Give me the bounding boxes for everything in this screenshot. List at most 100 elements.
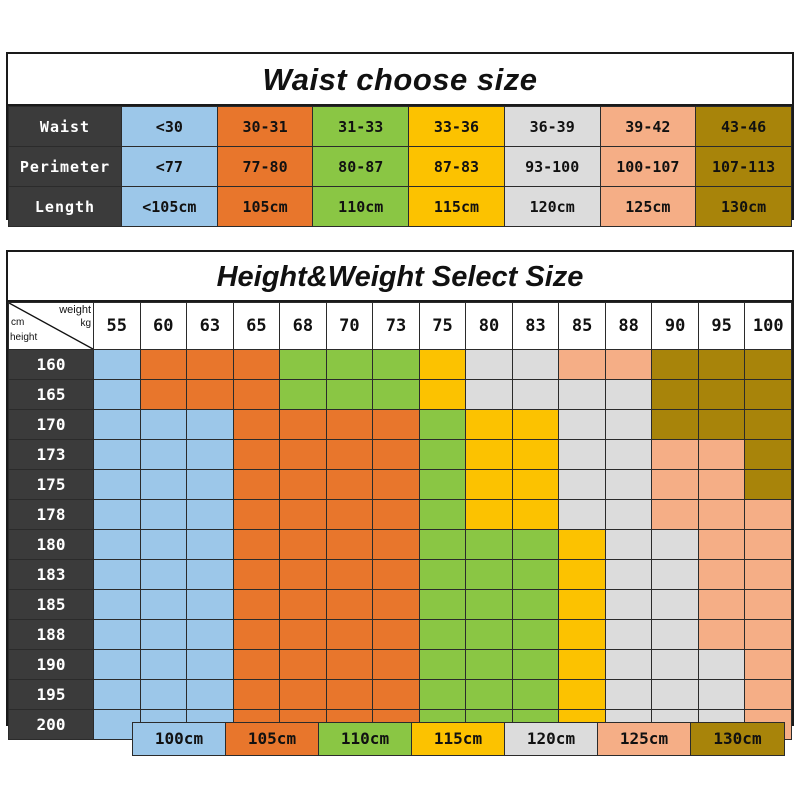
height-weight-row: 183	[8, 559, 792, 590]
size-cell	[186, 439, 234, 470]
waist-cell: 125cm	[599, 186, 697, 227]
size-cell	[93, 589, 141, 620]
size-cell	[418, 469, 467, 500]
size-cell	[604, 499, 653, 530]
size-cell	[139, 469, 188, 500]
height-row-header: 200	[8, 709, 94, 740]
size-cell	[232, 559, 281, 590]
weight-column-header: 73	[372, 302, 420, 350]
size-cell	[279, 559, 327, 590]
legend-item: 105cm	[226, 723, 319, 755]
size-cell	[511, 379, 560, 410]
size-cell	[651, 469, 699, 500]
waist-cell: 39-42	[599, 106, 697, 147]
size-cell	[93, 679, 141, 710]
weight-column-header: 60	[139, 302, 188, 350]
legend-item: 125cm	[598, 723, 691, 755]
size-cell	[744, 439, 792, 470]
size-cell	[744, 679, 792, 710]
size-cell	[279, 589, 327, 620]
waist-table-row: Length <105cm 105cm 110cm 115cm 120cm 125cm 130…	[8, 186, 792, 227]
corner-weight-label: weight	[59, 304, 91, 316]
diagonal-divider-icon	[9, 303, 93, 349]
size-cell	[697, 589, 746, 620]
size-cell	[232, 409, 281, 440]
height-weight-row: 175	[8, 469, 792, 500]
size-cell	[604, 619, 653, 650]
waist-row-label: Waist	[8, 106, 122, 147]
size-cell	[93, 409, 141, 440]
size-cell	[744, 529, 792, 560]
size-cell	[139, 409, 188, 440]
size-cell	[744, 409, 792, 440]
size-cell	[325, 649, 374, 680]
size-cell	[232, 499, 281, 530]
weight-column-header: 80	[465, 302, 513, 350]
size-cell	[651, 529, 699, 560]
size-cell	[418, 559, 467, 590]
size-cell	[186, 379, 234, 410]
size-cell	[325, 589, 374, 620]
weight-column-header: 90	[651, 302, 699, 350]
waist-cell: <30	[121, 106, 218, 147]
size-cell	[604, 439, 653, 470]
size-cell	[186, 679, 234, 710]
size-cell	[744, 649, 792, 680]
size-cell	[697, 559, 746, 590]
size-cell	[418, 409, 467, 440]
size-cell	[558, 589, 606, 620]
size-cell	[744, 619, 792, 650]
height-row-header: 165	[8, 379, 94, 410]
height-weight-row: 195	[8, 679, 792, 710]
waist-row-label: Perimeter	[8, 146, 122, 187]
waist-cell: 120cm	[503, 186, 601, 227]
waist-cell: 36-39	[503, 106, 601, 147]
waist-row-label: Length	[8, 186, 122, 227]
height-weight-grid: weight kg cm height 55 60 63 65 68 70 73 75 80 83…	[8, 302, 792, 740]
size-cell	[465, 469, 513, 500]
size-cell	[604, 349, 653, 380]
size-cell	[651, 559, 699, 590]
size-cell	[186, 649, 234, 680]
size-cell	[558, 469, 606, 500]
size-cell	[186, 349, 234, 380]
waist-size-table: Waist choose size Waist <30 30-31 31-33 33-3…	[6, 52, 794, 227]
size-cell	[558, 619, 606, 650]
size-cell	[511, 499, 560, 530]
size-cell	[372, 349, 420, 380]
size-cell	[511, 559, 560, 590]
height-row-header: 195	[8, 679, 94, 710]
waist-cell: 107-113	[695, 146, 792, 187]
size-cell	[651, 649, 699, 680]
size-cell	[744, 499, 792, 530]
waist-cell: 33-36	[408, 106, 505, 147]
size-cell	[651, 679, 699, 710]
height-row-header: 160	[8, 349, 94, 380]
size-cell	[325, 439, 374, 470]
size-cell	[651, 589, 699, 620]
size-cell	[418, 679, 467, 710]
size-cell	[697, 439, 746, 470]
size-cell	[279, 619, 327, 650]
size-cell	[465, 619, 513, 650]
height-row-header: 175	[8, 469, 94, 500]
weight-column-header: 83	[511, 302, 560, 350]
waist-cell: 110cm	[312, 186, 410, 227]
size-cell	[325, 499, 374, 530]
size-cell	[511, 619, 560, 650]
axis-corner-cell: weight kg cm height	[8, 302, 94, 350]
size-cell	[465, 499, 513, 530]
waist-cell: 130cm	[695, 186, 792, 227]
size-cell	[511, 649, 560, 680]
size-cell	[558, 499, 606, 530]
size-cell	[279, 499, 327, 530]
size-cell	[232, 619, 281, 650]
size-cell	[279, 469, 327, 500]
size-cell	[558, 379, 606, 410]
height-weight-row: 170	[8, 409, 792, 440]
size-cell	[697, 349, 746, 380]
size-cell	[744, 349, 792, 380]
size-cell	[186, 529, 234, 560]
size-cell	[651, 379, 699, 410]
